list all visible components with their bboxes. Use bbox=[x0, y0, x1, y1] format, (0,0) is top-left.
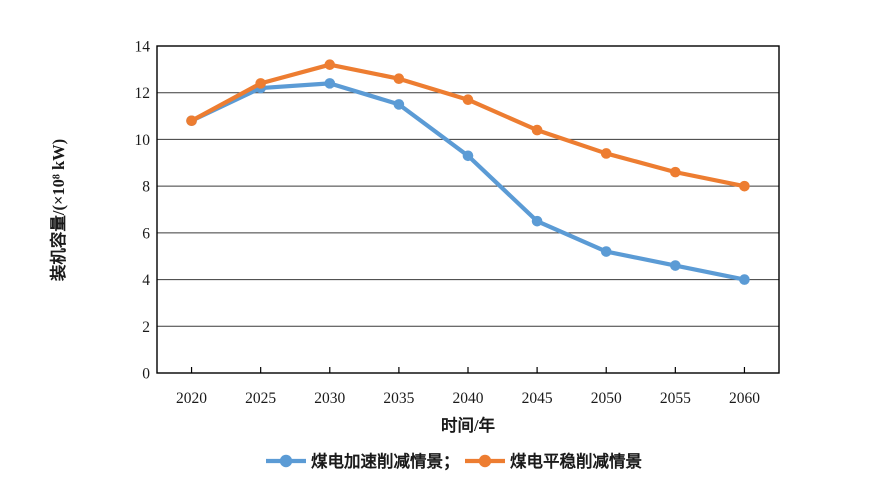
data-point-1 bbox=[531, 124, 543, 136]
data-point-1 bbox=[600, 148, 612, 159]
legend-marker-dot bbox=[279, 454, 293, 468]
data-point-0 bbox=[670, 260, 681, 271]
data-point-1 bbox=[393, 73, 405, 84]
y-tick-label: 4 bbox=[142, 272, 150, 289]
data-point-0 bbox=[600, 246, 612, 257]
data-point-0 bbox=[324, 78, 336, 89]
series-line-0 bbox=[189, 81, 747, 282]
y-axis-title: 装机容量/(×10⁸ kW) bbox=[48, 139, 68, 281]
x-tick-label: 2050 bbox=[591, 390, 622, 407]
y-tick-label: 10 bbox=[135, 132, 151, 149]
legend-item-0: 煤电加速削减情景； bbox=[266, 451, 460, 471]
y-tick-label: 6 bbox=[142, 225, 150, 242]
grid-layer bbox=[157, 92, 779, 327]
x-tick-label: 2030 bbox=[314, 390, 345, 407]
data-point-0 bbox=[393, 99, 405, 110]
tick-label-layer: 2020 2025 2030 2035 2040 2045 2050 2055 2060 0 2 4 6… bbox=[135, 39, 761, 408]
data-point-0 bbox=[462, 150, 474, 162]
axis-layer bbox=[156, 45, 780, 374]
y-tick-label: 14 bbox=[135, 39, 151, 56]
x-tick-label: 2060 bbox=[729, 390, 760, 407]
y-tick-label: 8 bbox=[142, 179, 150, 196]
legend-item-1: 煤电平稳削减情景 bbox=[465, 451, 642, 471]
data-point-0 bbox=[739, 274, 750, 285]
data-point-1 bbox=[462, 94, 474, 106]
data-point-1 bbox=[186, 115, 197, 127]
x-tick-label: 2020 bbox=[176, 390, 207, 407]
x-tick-label: 2025 bbox=[245, 390, 276, 407]
x-tick-label: 2045 bbox=[522, 390, 553, 407]
x-tick-label: 2040 bbox=[453, 390, 484, 407]
legend-label: 煤电平稳削减情景 bbox=[510, 451, 642, 471]
series-line-1 bbox=[189, 62, 747, 189]
x-tick-label: 2035 bbox=[383, 390, 414, 407]
legend-label: 煤电加速削减情景； bbox=[311, 451, 460, 471]
y-tick-label: 12 bbox=[135, 85, 151, 102]
legend: 煤电加速削减情景； 煤电平稳削减情景 bbox=[266, 451, 642, 471]
x-axis-title: 时间/年 bbox=[441, 415, 496, 435]
data-point-0 bbox=[531, 215, 543, 227]
data-point-1 bbox=[670, 166, 681, 178]
legend-marker-dot bbox=[478, 454, 492, 468]
x-tick-label: 2055 bbox=[660, 390, 691, 407]
series-layer bbox=[186, 59, 750, 285]
data-point-1 bbox=[255, 78, 266, 89]
y-tick-label: 2 bbox=[142, 319, 150, 336]
data-point-1 bbox=[739, 180, 750, 192]
data-point-1 bbox=[324, 59, 336, 70]
y-tick-label: 0 bbox=[142, 366, 150, 383]
